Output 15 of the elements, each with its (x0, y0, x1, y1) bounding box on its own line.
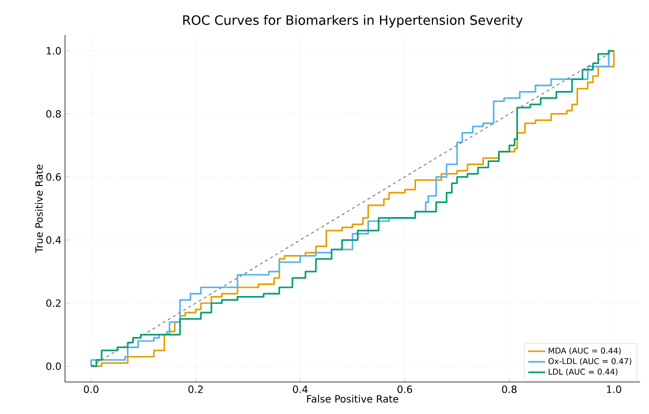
y-tick-label: 0.4 (46, 236, 61, 244)
x-axis-title: False Positive Rate (307, 394, 398, 403)
x-tick-label: 0.4 (292, 386, 308, 394)
x-tick-label: 0.6 (398, 386, 412, 394)
y-tick-label: 0.8 (46, 110, 61, 118)
x-tick-label: 1.0 (607, 386, 622, 394)
y-axis-title: True Positive Rate (35, 164, 43, 253)
x-tick-label: 0.8 (502, 386, 517, 394)
chart-title: ROC Curves for Biomarkers in Hypertension Severity (183, 14, 523, 28)
y-tick-label: 0.6 (46, 173, 61, 181)
x-tick-label: 0.2 (188, 386, 203, 394)
y-tick-label: 0.2 (46, 299, 60, 307)
y-tick-label: 0.0 (46, 362, 61, 370)
x-tick-label: 0.0 (84, 386, 98, 394)
y-tick-label: 1.0 (46, 46, 61, 55)
